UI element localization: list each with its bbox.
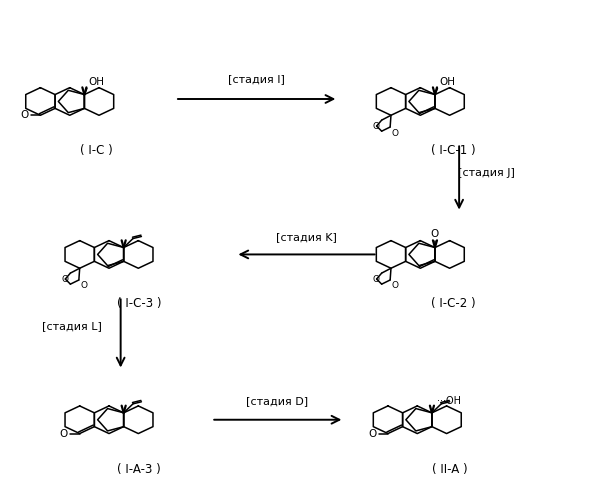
Text: O: O: [373, 274, 380, 283]
Text: [стадия K]: [стадия K]: [276, 232, 337, 242]
Text: [стадия L]: [стадия L]: [42, 321, 102, 331]
Text: O: O: [60, 429, 68, 439]
Text: [стадия D]: [стадия D]: [246, 396, 308, 406]
Text: O: O: [368, 429, 376, 439]
Text: ( I-C-3 ): ( I-C-3 ): [117, 297, 161, 310]
Text: O: O: [62, 274, 68, 283]
Text: [стадия J]: [стадия J]: [458, 168, 515, 178]
Text: ( I-C-2 ): ( I-C-2 ): [431, 297, 475, 310]
Text: ( I-C-1 ): ( I-C-1 ): [431, 144, 475, 157]
Text: OH: OH: [439, 77, 455, 87]
Text: O: O: [81, 281, 88, 290]
Text: [стадия I]: [стадия I]: [228, 74, 285, 84]
Text: ···OH: ···OH: [437, 396, 462, 406]
Text: O: O: [392, 129, 399, 138]
Text: ( II-A ): ( II-A ): [432, 463, 468, 476]
Text: ( I-A-3 ): ( I-A-3 ): [117, 463, 160, 476]
Text: O: O: [392, 281, 399, 290]
Text: O: O: [431, 229, 439, 239]
Text: ( I-C ): ( I-C ): [80, 144, 113, 157]
Text: OH: OH: [88, 77, 105, 87]
Text: O: O: [373, 122, 380, 131]
Text: O: O: [20, 110, 29, 120]
